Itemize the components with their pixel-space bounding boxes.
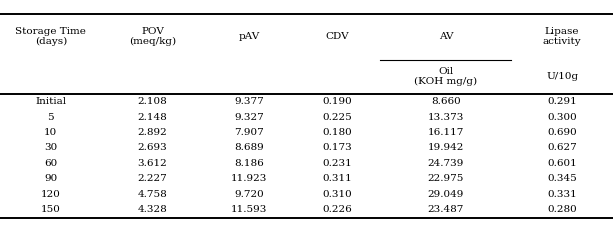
Text: 0.345: 0.345 — [547, 174, 577, 183]
Text: 19.942: 19.942 — [428, 144, 464, 153]
Text: 22.975: 22.975 — [428, 174, 464, 183]
Text: 0.311: 0.311 — [323, 174, 352, 183]
Text: AV: AV — [438, 32, 453, 41]
Text: CDV: CDV — [326, 32, 349, 41]
Text: 90: 90 — [44, 174, 58, 183]
Text: 2.227: 2.227 — [137, 174, 167, 183]
Text: 0.226: 0.226 — [323, 205, 352, 214]
Text: 3.612: 3.612 — [137, 159, 167, 168]
Text: 2.148: 2.148 — [137, 113, 167, 122]
Text: 2.693: 2.693 — [137, 144, 167, 153]
Text: 13.373: 13.373 — [428, 113, 464, 122]
Text: 11.923: 11.923 — [231, 174, 267, 183]
Text: 11.593: 11.593 — [231, 205, 267, 214]
Text: 4.758: 4.758 — [137, 190, 167, 199]
Text: 0.300: 0.300 — [547, 113, 577, 122]
Text: U/10g: U/10g — [546, 72, 578, 81]
Text: 9.720: 9.720 — [234, 190, 264, 199]
Text: Oil
(KOH mg/g): Oil (KOH mg/g) — [414, 67, 478, 87]
Text: 5: 5 — [47, 113, 54, 122]
Text: POV
(meq/kg): POV (meq/kg) — [129, 27, 176, 46]
Text: pAV: pAV — [238, 32, 260, 41]
Text: Lipase
activity: Lipase activity — [543, 27, 582, 46]
Text: 16.117: 16.117 — [428, 128, 464, 137]
Text: 0.231: 0.231 — [323, 159, 352, 168]
Text: Storage Time
(days): Storage Time (days) — [15, 27, 86, 46]
Text: 4.328: 4.328 — [137, 205, 167, 214]
Text: 0.627: 0.627 — [547, 144, 577, 153]
Text: 9.377: 9.377 — [234, 97, 264, 106]
Text: 10: 10 — [44, 128, 58, 137]
Text: 8.660: 8.660 — [431, 97, 461, 106]
Text: 0.190: 0.190 — [323, 97, 352, 106]
Text: 0.280: 0.280 — [547, 205, 577, 214]
Text: 0.173: 0.173 — [323, 144, 352, 153]
Text: 60: 60 — [44, 159, 58, 168]
Text: 23.487: 23.487 — [428, 205, 464, 214]
Text: 150: 150 — [41, 205, 61, 214]
Text: 8.186: 8.186 — [234, 159, 264, 168]
Text: 120: 120 — [41, 190, 61, 199]
Text: 0.690: 0.690 — [547, 128, 577, 137]
Text: 9.327: 9.327 — [234, 113, 264, 122]
Text: 24.739: 24.739 — [428, 159, 464, 168]
Text: Initial: Initial — [36, 97, 66, 106]
Text: 0.180: 0.180 — [323, 128, 352, 137]
Text: 0.331: 0.331 — [547, 190, 577, 199]
Text: 29.049: 29.049 — [428, 190, 464, 199]
Text: 0.310: 0.310 — [323, 190, 352, 199]
Text: 0.291: 0.291 — [547, 97, 577, 106]
Text: 2.892: 2.892 — [137, 128, 167, 137]
Text: 0.225: 0.225 — [323, 113, 352, 122]
Text: 30: 30 — [44, 144, 58, 153]
Text: 7.907: 7.907 — [234, 128, 264, 137]
Text: 0.601: 0.601 — [547, 159, 577, 168]
Text: 8.689: 8.689 — [234, 144, 264, 153]
Text: 2.108: 2.108 — [137, 97, 167, 106]
